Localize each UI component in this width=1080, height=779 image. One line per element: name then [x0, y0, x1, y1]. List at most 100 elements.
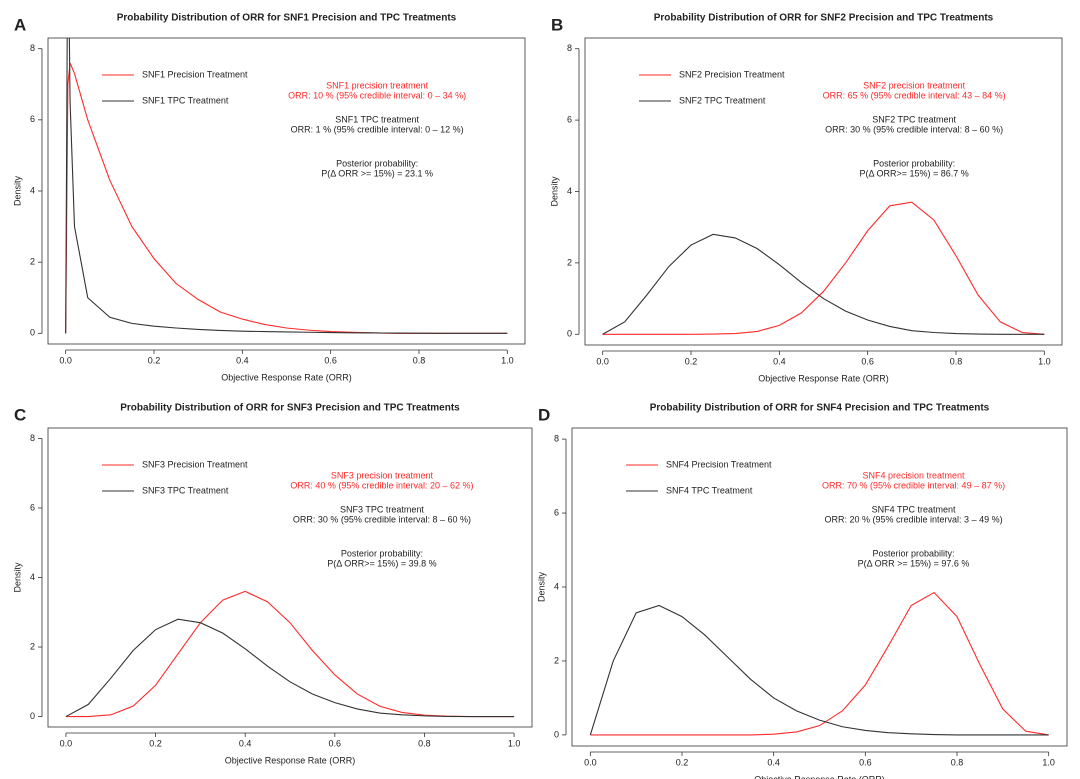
density-line	[602, 201, 1045, 335]
annotation: SNF4 precision treatment	[863, 470, 966, 480]
panel-label: D	[538, 405, 550, 424]
annotation: ORR: 20 % (95% credible interval: 3 – 49…	[825, 514, 1003, 524]
x-tick-label: 0.2	[148, 355, 161, 365]
x-axis-label: Objective Response Rate (ORR)	[758, 373, 889, 383]
x-tick-label: 0.2	[676, 757, 689, 767]
x-tick-label: 0.0	[60, 738, 73, 748]
panel-label: A	[14, 15, 26, 34]
panel: B Probability Distribution of ORR for SNF…	[549, 13, 1063, 383]
legend-label: SNF3 TPC Treatment	[142, 485, 229, 495]
annotation: ORR: 1 % (95% credible interval: 0 – 12 …	[291, 124, 464, 134]
x-tick-label: 0.8	[951, 757, 964, 767]
annotation: Posterior probability:	[873, 158, 955, 168]
x-tick-label: 0.2	[685, 356, 698, 366]
annotation: SNF3 TPC treatment	[340, 504, 424, 514]
y-tick-label: 4	[567, 186, 572, 196]
x-axis-label: Objective Response Rate (ORR)	[221, 372, 352, 382]
x-axis-label: Objective Response Rate (ORR)	[225, 755, 356, 765]
annotation: P(Δ ORR >= 15%) = 23.1 %	[321, 168, 433, 178]
annotation: ORR: 30 % (95% credible interval: 8 – 60…	[825, 124, 1003, 134]
annotation: P(Δ ORR>= 15%) = 86.7 %	[859, 168, 968, 178]
annotation: ORR: 65 % (95% credible interval: 43 – 8…	[823, 90, 1006, 100]
x-tick-label: 0.0	[596, 356, 609, 366]
density-line	[65, 590, 515, 718]
x-tick-label: 0.6	[324, 355, 337, 365]
y-tick-label: 8	[30, 43, 35, 53]
x-tick-label: 0.0	[584, 757, 597, 767]
y-tick-label: 0	[30, 328, 35, 338]
x-tick-label: 0.8	[413, 355, 426, 365]
annotation: SNF2 precision treatment	[863, 80, 966, 90]
x-tick-label: 0.4	[767, 757, 780, 767]
plot-frame	[571, 427, 1068, 747]
legend-label: SNF1 Precision Treatment	[142, 69, 248, 79]
x-tick-label: 0.6	[859, 757, 872, 767]
annotation: SNF4 TPC treatment	[872, 504, 956, 514]
y-tick-label: 4	[30, 572, 35, 582]
annotation: ORR: 30 % (95% credible interval: 8 – 60…	[293, 514, 471, 524]
x-tick-label: 0.6	[329, 738, 342, 748]
annotation: ORR: 10 % (95% credible interval: 0 – 34…	[288, 90, 466, 100]
annotation: SNF1 TPC treatment	[335, 114, 419, 124]
y-tick-label: 6	[30, 502, 35, 512]
x-tick-label: 0.6	[861, 356, 874, 366]
legend-label: SNF2 TPC Treatment	[679, 95, 766, 105]
x-tick-label: 1.0	[1042, 757, 1055, 767]
density-line	[602, 233, 1045, 335]
panel: A Probability Distribution of ORR for SNF…	[12, 13, 526, 382]
annotation: Posterior probability:	[873, 548, 955, 558]
x-axis-label: Objective Response Rate (ORR)	[754, 774, 885, 779]
annotation: SNF1 precision treatment	[326, 80, 429, 90]
y-tick-label: 8	[567, 43, 572, 53]
panel: C Probability Distribution of ORR for SNF…	[12, 403, 533, 765]
y-tick-label: 6	[567, 114, 572, 124]
annotation: SNF3 precision treatment	[331, 470, 434, 480]
annotation: P(Δ ORR>= 15%) = 39.8 %	[327, 558, 436, 568]
x-tick-label: 0.4	[773, 356, 786, 366]
y-tick-label: 0	[30, 711, 35, 721]
x-tick-label: 0.4	[239, 738, 252, 748]
y-tick-label: 2	[554, 655, 559, 665]
annotation: Posterior probability:	[336, 158, 418, 168]
plot-frame	[584, 37, 1063, 346]
y-tick-label: 0	[554, 729, 559, 739]
density-line	[590, 591, 1049, 736]
x-tick-label: 0.8	[950, 356, 963, 366]
chart-title: Probability Distribution of ORR for SNF1…	[117, 13, 457, 24]
density-line	[65, 38, 508, 334]
y-tick-label: 2	[30, 641, 35, 651]
x-tick-label: 0.2	[149, 738, 162, 748]
y-tick-label: 4	[554, 581, 559, 591]
x-tick-label: 1.0	[1038, 356, 1051, 366]
annotation: ORR: 40 % (95% credible interval: 20 – 6…	[290, 480, 473, 490]
density-line	[589, 604, 1049, 736]
legend-label: SNF2 Precision Treatment	[679, 69, 785, 79]
plot-frame	[47, 37, 526, 345]
legend-label: SNF4 TPC Treatment	[666, 485, 753, 495]
x-tick-label: 0.0	[59, 355, 72, 365]
legend-label: SNF4 Precision Treatment	[666, 459, 772, 469]
legend-label: SNF3 Precision Treatment	[142, 459, 248, 469]
y-tick-label: 6	[30, 114, 35, 124]
chart-title: Probability Distribution of ORR for SNF4…	[650, 403, 990, 414]
y-axis-label: Density	[12, 562, 22, 593]
y-axis-label: Density	[549, 176, 559, 207]
y-tick-label: 4	[30, 185, 35, 195]
panel-label: B	[551, 15, 563, 34]
y-tick-label: 8	[554, 433, 559, 443]
annotation: SNF2 TPC treatment	[872, 114, 956, 124]
x-tick-label: 0.4	[236, 355, 249, 365]
y-tick-label: 8	[30, 433, 35, 443]
annotation: ORR: 70 % (95% credible interval: 49 – 8…	[822, 480, 1005, 490]
panel-label: C	[14, 405, 26, 424]
x-tick-label: 0.8	[418, 738, 431, 748]
chart-title: Probability Distribution of ORR for SNF2…	[654, 13, 994, 24]
chart-title: Probability Distribution of ORR for SNF3…	[120, 403, 460, 414]
y-tick-label: 2	[30, 257, 35, 267]
y-tick-label: 0	[567, 329, 572, 339]
plot-frame	[47, 427, 533, 728]
y-axis-label: Density	[536, 571, 546, 602]
y-tick-label: 6	[554, 507, 559, 517]
